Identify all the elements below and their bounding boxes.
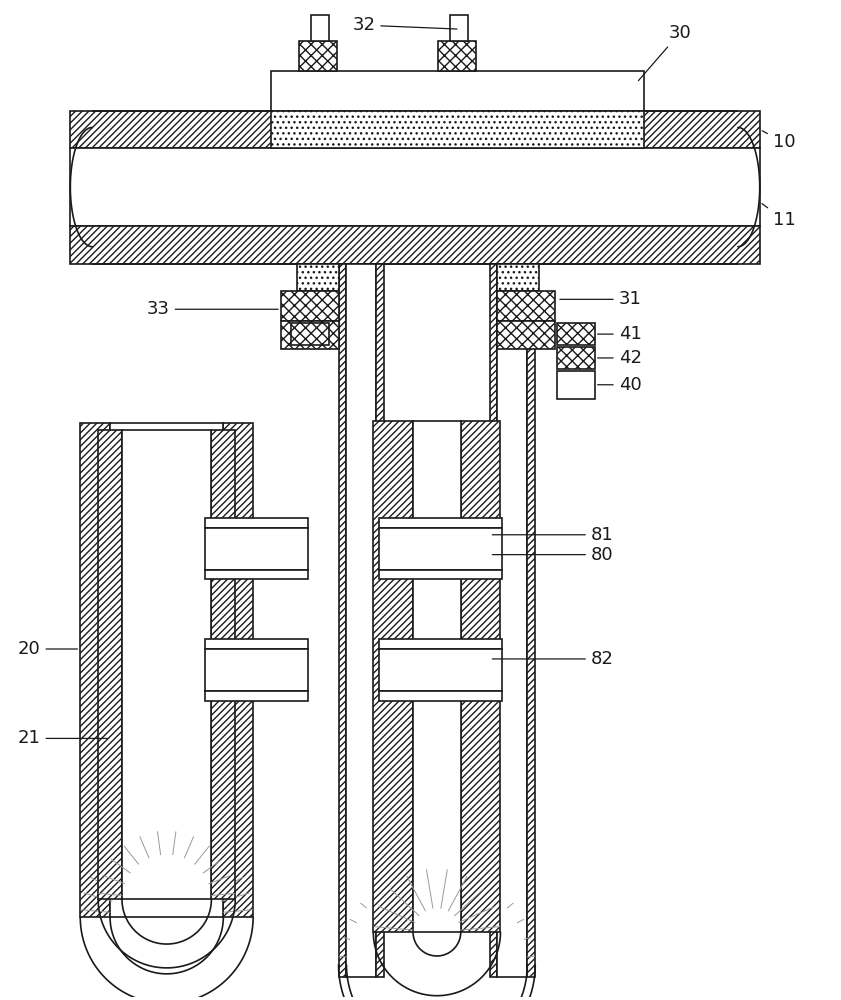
Bar bbox=[205, 691, 308, 701]
Bar bbox=[310, 15, 329, 41]
Bar bbox=[339, 264, 346, 977]
Text: 40: 40 bbox=[598, 376, 642, 394]
Text: 80: 80 bbox=[492, 546, 613, 564]
Bar bbox=[122, 430, 211, 899]
Bar bbox=[80, 423, 110, 917]
Text: 21: 21 bbox=[18, 729, 108, 747]
Bar bbox=[71, 226, 759, 264]
Text: 20: 20 bbox=[18, 640, 77, 658]
Bar bbox=[271, 71, 643, 111]
Text: 30: 30 bbox=[638, 24, 691, 81]
Bar bbox=[373, 421, 413, 932]
Text: 42: 42 bbox=[598, 349, 642, 367]
Bar bbox=[224, 423, 253, 917]
Text: 10: 10 bbox=[762, 131, 796, 151]
Text: 33: 33 bbox=[146, 300, 278, 318]
Bar bbox=[527, 264, 535, 977]
Bar bbox=[291, 323, 329, 345]
Bar bbox=[557, 371, 595, 399]
Bar bbox=[413, 421, 461, 932]
Bar bbox=[379, 691, 502, 701]
Bar bbox=[438, 41, 476, 71]
Bar bbox=[297, 264, 339, 291]
Bar bbox=[376, 264, 384, 977]
Text: 32: 32 bbox=[352, 16, 457, 34]
Text: 81: 81 bbox=[492, 526, 614, 544]
Bar bbox=[379, 649, 502, 691]
Bar bbox=[379, 570, 502, 579]
Bar bbox=[71, 148, 759, 226]
Bar bbox=[489, 264, 498, 977]
Bar bbox=[205, 518, 308, 528]
Bar bbox=[271, 111, 643, 148]
Text: 41: 41 bbox=[598, 325, 642, 343]
Text: 11: 11 bbox=[762, 204, 796, 229]
Bar bbox=[557, 323, 595, 345]
Text: 31: 31 bbox=[560, 290, 642, 308]
Bar bbox=[205, 528, 308, 570]
Bar bbox=[379, 518, 502, 528]
Bar bbox=[281, 321, 339, 349]
Bar bbox=[281, 291, 339, 321]
Bar bbox=[110, 423, 224, 917]
Bar bbox=[450, 15, 468, 41]
Bar bbox=[498, 264, 539, 291]
Bar bbox=[205, 649, 308, 691]
Bar bbox=[498, 291, 555, 321]
Bar bbox=[205, 639, 308, 649]
Bar bbox=[205, 570, 308, 579]
Bar bbox=[346, 264, 376, 977]
Bar bbox=[498, 264, 527, 977]
Bar bbox=[379, 528, 502, 570]
Text: 82: 82 bbox=[492, 650, 614, 668]
Bar bbox=[71, 111, 759, 148]
Bar bbox=[299, 41, 336, 71]
Bar bbox=[211, 430, 235, 899]
Bar bbox=[98, 430, 122, 899]
Bar bbox=[557, 347, 595, 369]
Bar bbox=[461, 421, 500, 932]
Bar bbox=[379, 639, 502, 649]
Bar bbox=[498, 321, 555, 349]
